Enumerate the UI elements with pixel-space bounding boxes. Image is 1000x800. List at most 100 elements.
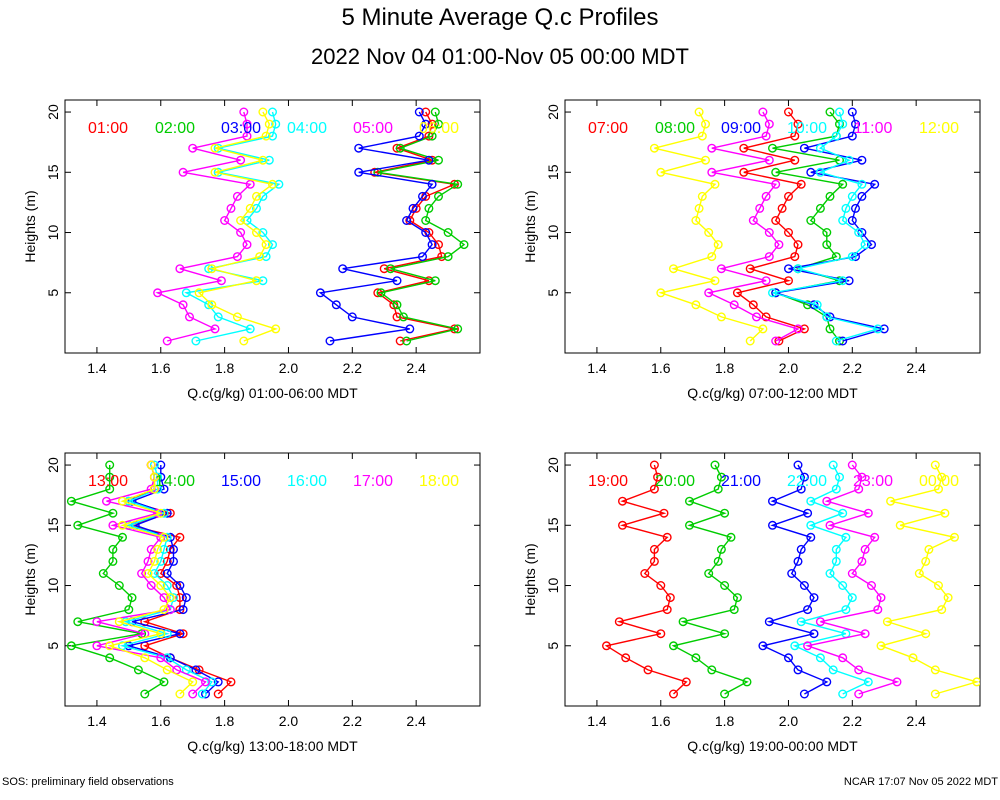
x-axis-label: Q.c(g/kg) 19:00-00:00 MDT (687, 738, 858, 754)
data-point (768, 520, 778, 530)
data-point (239, 107, 249, 117)
data-point (729, 605, 739, 615)
data-point (847, 215, 857, 225)
y-axis-label: Heights (m) (522, 190, 538, 262)
data-point (831, 544, 841, 554)
legend-label: 15:00 (221, 473, 261, 490)
data-point (822, 227, 832, 237)
plot-frame (564, 99, 981, 354)
data-point (726, 532, 736, 542)
data-point (347, 312, 357, 322)
data-point (860, 629, 870, 639)
legend-label: 00:00 (919, 473, 959, 490)
data-point (921, 556, 931, 566)
data-point (379, 264, 389, 274)
series-line-2300 (804, 464, 900, 695)
data-point (870, 532, 880, 542)
data-point (178, 300, 188, 310)
data-point (181, 288, 191, 298)
legend-label: 03:00 (221, 120, 261, 137)
data-point (213, 312, 223, 322)
x-tick-label: 1.8 (215, 713, 235, 729)
data-point (258, 227, 268, 237)
data-point (796, 617, 806, 627)
data-point (271, 119, 281, 129)
data-point (793, 119, 803, 129)
data-point (697, 191, 707, 201)
data-point (395, 143, 405, 153)
data-point (459, 240, 469, 250)
data-point (191, 336, 201, 346)
data-point (863, 677, 873, 687)
data-point (405, 324, 415, 334)
y-tick-label: 5 (45, 642, 61, 650)
data-point (777, 203, 787, 213)
x-tick-label: 1.6 (151, 713, 171, 729)
plot-frame (564, 452, 981, 707)
legend-label: 02:00 (155, 120, 195, 137)
x-tick-label: 2.0 (279, 360, 299, 376)
data-point (924, 544, 934, 554)
data-point (758, 107, 768, 117)
data-point (793, 665, 803, 675)
legend-label: 01:00 (88, 120, 128, 137)
data-point (210, 324, 220, 334)
x-tick-label: 2.0 (779, 360, 799, 376)
series-line-1000 (772, 111, 881, 342)
data-point (914, 569, 924, 579)
legend-label: 14:00 (155, 473, 195, 490)
data-point (618, 520, 628, 530)
chart-title: 5 Minute Average Q.c Profiles (341, 4, 659, 31)
data-point (806, 167, 816, 177)
data-point (159, 532, 169, 542)
data-point (662, 605, 672, 615)
data-point (713, 556, 723, 566)
data-point (402, 336, 412, 346)
data-point (376, 288, 386, 298)
data-point (421, 107, 431, 117)
x-tick-label: 1.4 (87, 360, 107, 376)
data-point (694, 203, 704, 213)
y-axis-label: Heights (m) (22, 190, 38, 262)
data-point (793, 324, 803, 334)
data-point (140, 653, 150, 663)
data-point (140, 689, 150, 699)
y-tick-label: 15 (45, 164, 61, 180)
data-point (761, 191, 771, 201)
legend-label: 12:00 (919, 120, 959, 137)
data-point (895, 520, 905, 530)
data-point (258, 107, 268, 117)
data-point (402, 215, 412, 225)
data-point (790, 252, 800, 262)
data-point (175, 532, 185, 542)
data-point (117, 496, 127, 506)
data-point (847, 593, 857, 603)
data-point (799, 324, 809, 334)
data-point (153, 544, 163, 554)
data-point (784, 107, 794, 117)
data-point (921, 629, 931, 639)
data-point (882, 617, 892, 627)
data-point (168, 556, 178, 566)
data-point (274, 179, 284, 189)
data-point (784, 191, 794, 201)
x-tick-label: 2.2 (843, 360, 863, 376)
data-point (656, 288, 666, 298)
y-tick-label: 5 (545, 289, 561, 297)
data-point (851, 119, 861, 129)
data-point (149, 484, 159, 494)
data-point (430, 276, 440, 286)
data-point (669, 264, 679, 274)
data-point (108, 508, 118, 518)
x-tick-label: 1.8 (215, 360, 235, 376)
data-point (618, 496, 628, 506)
data-point (162, 665, 172, 675)
data-point (860, 240, 870, 250)
data-point (758, 324, 768, 334)
data-point (213, 689, 223, 699)
data-point (768, 143, 778, 153)
data-point (815, 167, 825, 177)
data-point (768, 496, 778, 506)
data-point (207, 264, 217, 274)
x-tick-label: 2.4 (906, 713, 926, 729)
